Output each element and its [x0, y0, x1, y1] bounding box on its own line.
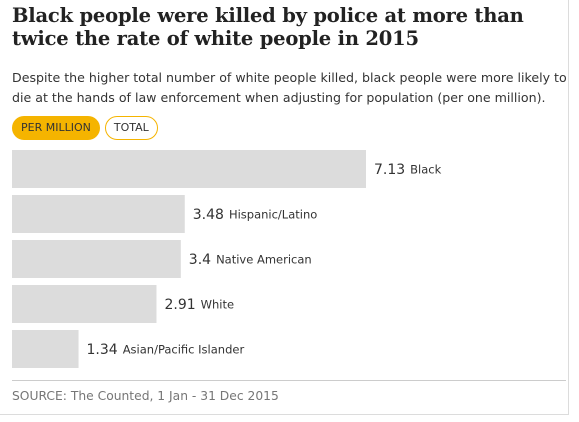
- bar-group: 3.48 Hispanic/Latino: [12, 195, 317, 233]
- bar-chart: 7.13 Black 3.48 Hispanic/Latino 3.4 Native Am…: [12, 150, 442, 368]
- per-million-toggle[interactable]: PER MILLION: [12, 116, 100, 140]
- bar-group: 7.13 Black: [12, 150, 442, 188]
- bar-value-label: 2.91: [164, 297, 195, 313]
- bar: [12, 240, 181, 278]
- bar-category-label: Asian/Pacific Islander: [123, 343, 245, 357]
- total-toggle[interactable]: TOTAL: [104, 116, 158, 140]
- source-divider: [12, 380, 566, 381]
- chart-title: Black people were killed by police at mo…: [12, 4, 524, 50]
- bar-value-label: 3.48: [193, 207, 224, 223]
- bar: [12, 195, 185, 233]
- chart-card: Black people were killed by police at mo…: [0, 0, 569, 415]
- bar-category-label: Native American: [216, 253, 312, 267]
- bar: [12, 150, 366, 188]
- bar-group: 1.34 Asian/Pacific Islander: [12, 330, 244, 368]
- chart-subtitle: Despite the higher total number of white…: [12, 70, 567, 105]
- bar-value-label: 7.13: [374, 162, 405, 178]
- bar: [12, 330, 79, 368]
- bar: [12, 285, 157, 323]
- bar-category-label: Black: [410, 163, 441, 177]
- bar-value-label: 1.34: [87, 342, 118, 358]
- bar-category-label: Hispanic/Latino: [229, 208, 317, 222]
- bar-value-label: 3.4: [189, 252, 211, 268]
- bar-category-label: White: [201, 298, 234, 312]
- view-toggle-group: PER MILLION TOTAL: [12, 116, 158, 140]
- bar-group: 2.91 White: [12, 285, 234, 323]
- bar-group: 3.4 Native American: [12, 240, 312, 278]
- source-note: SOURCE: The Counted, 1 Jan - 31 Dec 2015: [12, 389, 279, 403]
